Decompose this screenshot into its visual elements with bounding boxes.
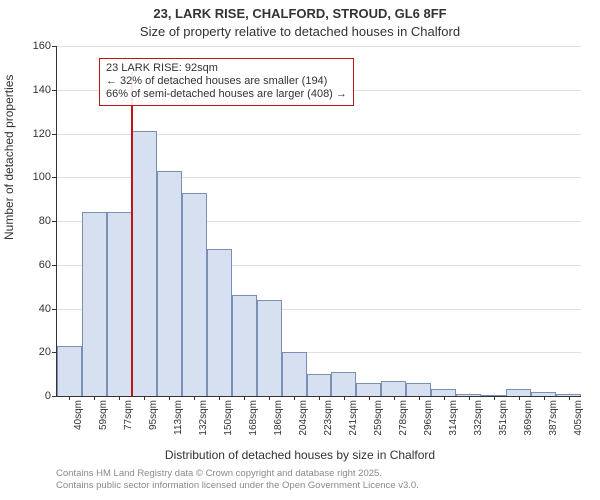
histogram-bar bbox=[406, 383, 431, 396]
histogram-bar bbox=[331, 372, 356, 396]
x-tick-mark bbox=[344, 396, 345, 400]
histogram-bar bbox=[531, 392, 556, 396]
histogram-bar bbox=[456, 394, 481, 396]
x-tick-mark bbox=[494, 396, 495, 400]
histogram-bar bbox=[556, 394, 581, 396]
histogram-bar bbox=[107, 212, 132, 396]
x-tick-label: 77sqm bbox=[123, 400, 134, 430]
y-tick-mark bbox=[52, 90, 57, 91]
x-axis-label: Distribution of detached houses by size … bbox=[0, 448, 600, 462]
x-tick-mark bbox=[519, 396, 520, 400]
x-tick-label: 113sqm bbox=[173, 400, 184, 435]
histogram-bar bbox=[506, 389, 531, 396]
callout-box: 23 LARK RISE: 92sqm← 32% of detached hou… bbox=[99, 58, 354, 106]
y-tick-mark bbox=[52, 46, 57, 47]
histogram-bar bbox=[307, 374, 332, 396]
y-tick-mark bbox=[52, 265, 57, 266]
y-tick-label: 120 bbox=[33, 128, 51, 140]
histogram-bar bbox=[381, 381, 406, 396]
y-tick-mark bbox=[52, 134, 57, 135]
y-tick-label: 20 bbox=[39, 346, 51, 358]
histogram-bar bbox=[257, 300, 282, 396]
histogram-bar bbox=[356, 383, 381, 396]
x-tick-label: 168sqm bbox=[248, 400, 259, 436]
callout-line: 66% of semi-detached houses are larger (… bbox=[106, 88, 347, 101]
callout-line: ← 32% of detached houses are smaller (19… bbox=[106, 75, 347, 88]
gridline bbox=[57, 46, 581, 47]
x-tick-mark bbox=[469, 396, 470, 400]
x-tick-label: 95sqm bbox=[148, 400, 159, 430]
x-tick-label: 186sqm bbox=[273, 400, 284, 436]
y-tick-label: 100 bbox=[33, 171, 51, 183]
x-tick-label: 150sqm bbox=[223, 400, 234, 436]
histogram-bar bbox=[282, 352, 307, 396]
x-tick-mark bbox=[569, 396, 570, 400]
y-tick-mark bbox=[52, 221, 57, 222]
histogram-bar bbox=[182, 193, 207, 396]
x-tick-label: 296sqm bbox=[423, 400, 434, 436]
y-axis-label: Number of detached properties bbox=[2, 75, 16, 240]
x-tick-label: 259sqm bbox=[373, 400, 384, 436]
x-tick-label: 351sqm bbox=[498, 400, 509, 436]
y-tick-label: 140 bbox=[33, 84, 51, 96]
x-tick-label: 369sqm bbox=[523, 400, 534, 436]
callout-line: 23 LARK RISE: 92sqm bbox=[106, 62, 347, 75]
histogram-bar bbox=[82, 212, 107, 396]
x-tick-mark bbox=[269, 396, 270, 400]
x-tick-label: 241sqm bbox=[348, 400, 359, 436]
x-tick-mark bbox=[69, 396, 70, 400]
x-tick-label: 332sqm bbox=[473, 400, 484, 436]
x-tick-label: 405sqm bbox=[573, 400, 584, 436]
footer-attribution: Contains HM Land Registry data © Crown c… bbox=[56, 468, 419, 492]
histogram-bar bbox=[207, 249, 232, 396]
x-tick-mark bbox=[394, 396, 395, 400]
histogram-bar bbox=[57, 346, 82, 396]
x-tick-label: 59sqm bbox=[98, 400, 109, 430]
x-tick-label: 204sqm bbox=[298, 400, 309, 436]
x-tick-mark bbox=[194, 396, 195, 400]
y-tick-label: 40 bbox=[39, 303, 51, 315]
x-tick-mark bbox=[219, 396, 220, 400]
y-tick-label: 0 bbox=[45, 390, 51, 402]
x-tick-label: 314sqm bbox=[448, 400, 459, 436]
chart-title: 23, LARK RISE, CHALFORD, STROUD, GL6 8FF bbox=[0, 6, 600, 21]
y-tick-label: 80 bbox=[39, 215, 51, 227]
x-tick-mark bbox=[369, 396, 370, 400]
x-tick-label: 223sqm bbox=[323, 400, 334, 436]
histogram-bar bbox=[431, 389, 456, 396]
footer-line-1: Contains HM Land Registry data © Crown c… bbox=[56, 468, 419, 480]
chart-subtitle: Size of property relative to detached ho… bbox=[0, 24, 600, 39]
histogram-bar bbox=[132, 131, 157, 396]
x-tick-mark bbox=[119, 396, 120, 400]
x-tick-mark bbox=[544, 396, 545, 400]
chart-container: 23, LARK RISE, CHALFORD, STROUD, GL6 8FF… bbox=[0, 0, 600, 500]
histogram-bar bbox=[157, 171, 182, 396]
y-tick-label: 60 bbox=[39, 259, 51, 271]
y-tick-mark bbox=[52, 396, 57, 397]
x-tick-label: 132sqm bbox=[198, 400, 209, 436]
x-tick-label: 387sqm bbox=[548, 400, 559, 436]
x-tick-mark bbox=[294, 396, 295, 400]
y-tick-label: 160 bbox=[33, 40, 51, 52]
x-tick-mark bbox=[144, 396, 145, 400]
x-tick-mark bbox=[444, 396, 445, 400]
footer-line-2: Contains public sector information licen… bbox=[56, 480, 419, 492]
plot-area: 02040608010012014016040sqm59sqm77sqm95sq… bbox=[56, 46, 581, 397]
x-tick-mark bbox=[244, 396, 245, 400]
x-tick-mark bbox=[169, 396, 170, 400]
marker-line bbox=[131, 72, 133, 396]
x-tick-label: 278sqm bbox=[398, 400, 409, 436]
histogram-bar bbox=[232, 295, 257, 396]
histogram-bar bbox=[481, 395, 506, 396]
x-tick-mark bbox=[94, 396, 95, 400]
y-tick-mark bbox=[52, 309, 57, 310]
x-tick-mark bbox=[419, 396, 420, 400]
x-tick-mark bbox=[319, 396, 320, 400]
y-tick-mark bbox=[52, 177, 57, 178]
x-tick-label: 40sqm bbox=[73, 400, 84, 430]
